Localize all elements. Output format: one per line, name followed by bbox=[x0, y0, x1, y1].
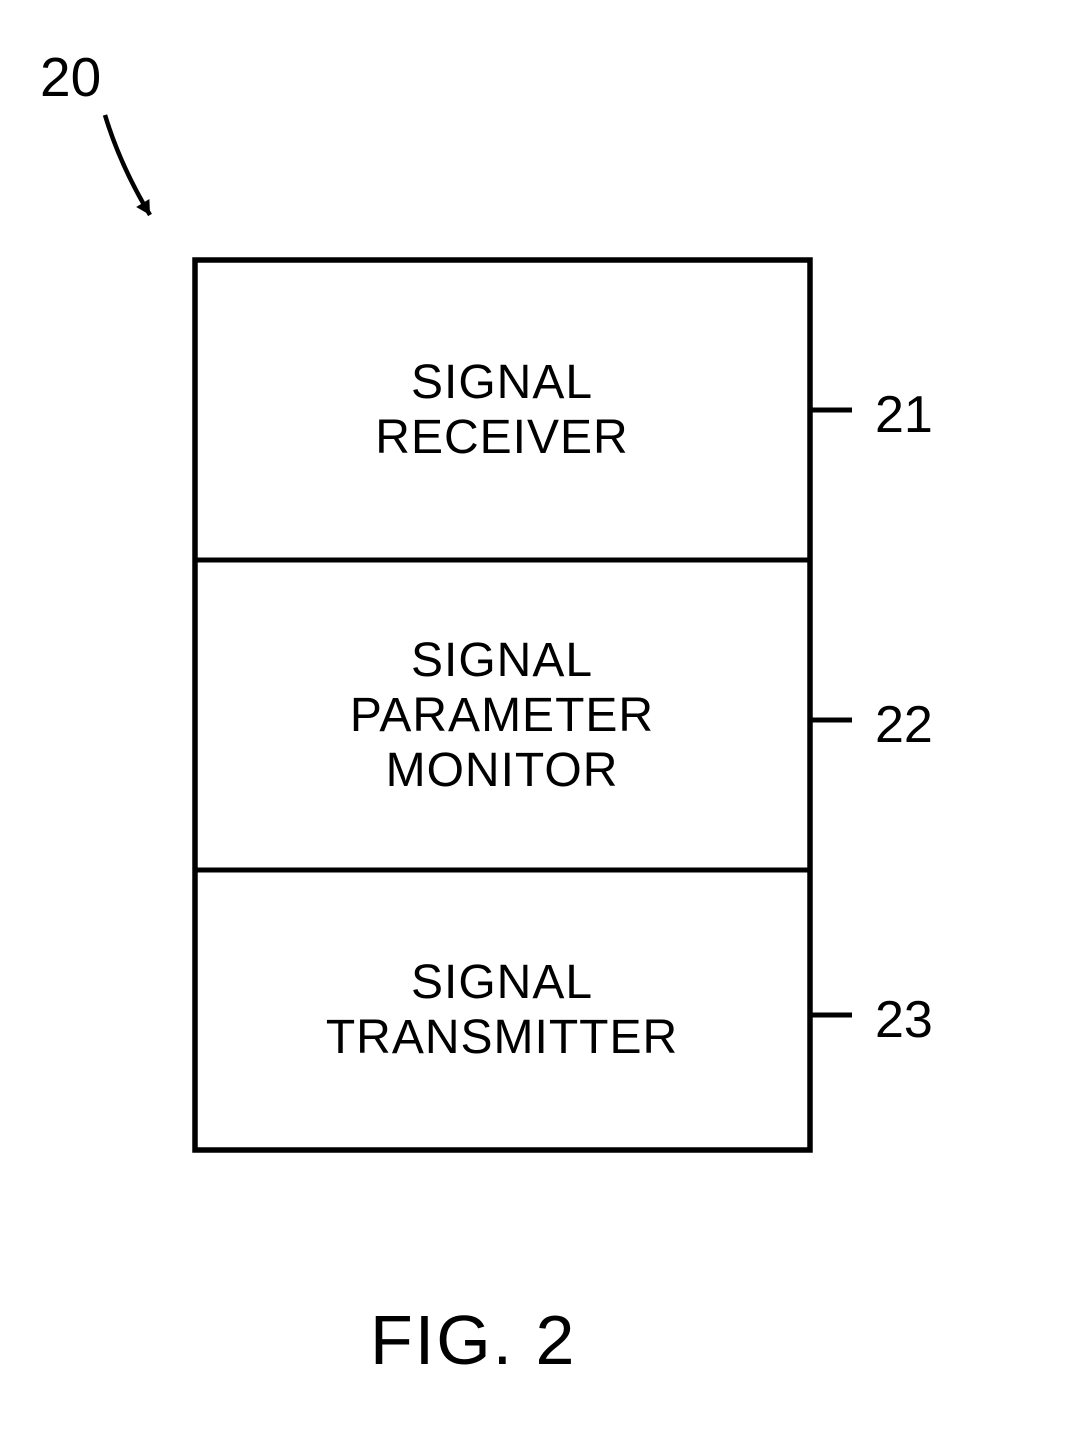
block-label-receiver: SIGNALRECEIVER bbox=[202, 355, 802, 465]
ref-label-23: 23 bbox=[875, 990, 933, 1050]
ref-label-22: 22 bbox=[875, 695, 933, 755]
ref-label-21: 21 bbox=[875, 385, 933, 445]
figure-label: FIG. 2 bbox=[370, 1300, 576, 1380]
block-label-transmitter: SIGNALTRANSMITTER bbox=[202, 955, 802, 1065]
lead-arrow bbox=[105, 115, 150, 215]
diagram-stage: 20 SIGNALRECEIVER SIGNALPARAMETERMONITOR… bbox=[0, 0, 1082, 1446]
block-label-monitor: SIGNALPARAMETERMONITOR bbox=[202, 633, 802, 799]
